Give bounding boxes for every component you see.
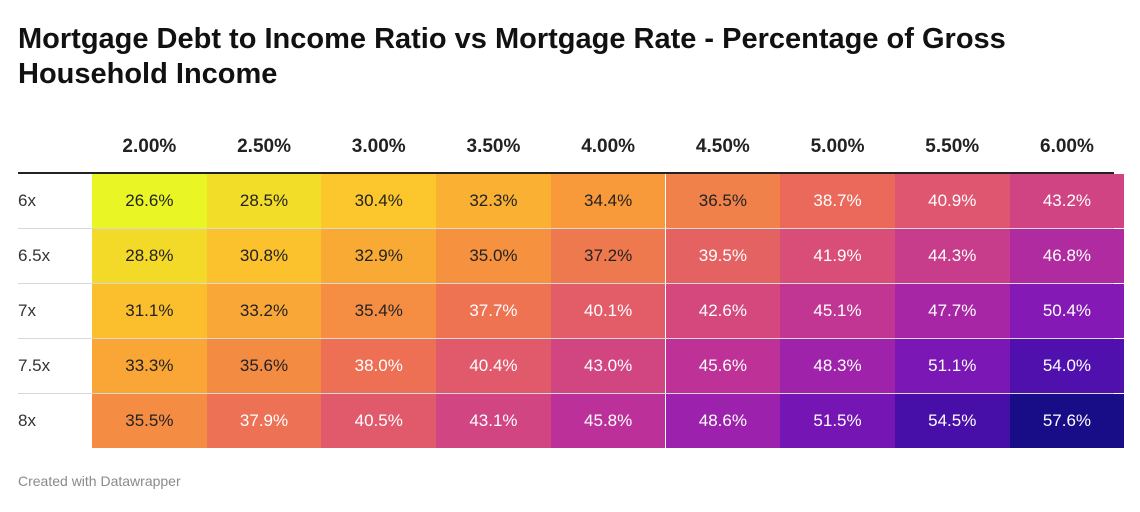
heatmap-cell: 43.2% xyxy=(1009,174,1125,228)
heatmap-cell: 35.4% xyxy=(321,284,437,338)
heatmap-cell: 50.4% xyxy=(1009,284,1125,338)
heatmap-cell: 54.5% xyxy=(894,394,1010,448)
heatmap-cell: 26.6% xyxy=(92,174,207,228)
heatmap-cell: 32.9% xyxy=(321,229,437,283)
table-row: 7.5x 33.3% 35.6% 38.0% 40.4% 43.0% 45.6% 48.3% 5… xyxy=(18,338,1125,393)
column-header: 6.00% xyxy=(1040,136,1094,157)
heatmap-cell: 45.6% xyxy=(665,339,781,393)
heatmap-cell: 40.9% xyxy=(894,174,1010,228)
heatmap-cell: 44.3% xyxy=(894,229,1010,283)
row-label: 7x xyxy=(18,301,36,320)
heatmap-cell: 57.6% xyxy=(1009,394,1125,448)
heatmap-cell: 45.1% xyxy=(780,284,895,338)
heatmap-cell: 40.5% xyxy=(321,394,437,448)
column-header: 5.00% xyxy=(810,136,865,157)
heatmap-cell: 36.5% xyxy=(665,174,781,228)
heatmap-cell: 40.4% xyxy=(436,339,551,393)
heatmap-cell: 28.5% xyxy=(206,174,322,228)
heatmap-cell: 43.0% xyxy=(550,339,666,393)
row-label: 6.5x xyxy=(18,246,51,265)
heatmap-cell: 33.3% xyxy=(92,339,207,393)
heatmap-cell: 34.4% xyxy=(550,174,666,228)
column-header-row: 2.00% 2.50% 3.00% 3.50% 4.00% 4.50% 5.00% 5.50%… xyxy=(18,122,1114,174)
heatmap-cell: 39.5% xyxy=(665,229,781,283)
column-header: 4.50% xyxy=(695,136,750,157)
heatmap-cell: 43.1% xyxy=(436,394,551,448)
heatmap-cell: 33.2% xyxy=(206,284,322,338)
heatmap-cell: 35.0% xyxy=(436,229,551,283)
chart-title: Mortgage Debt to Income Ratio vs Mortgag… xyxy=(18,23,1006,90)
table-row: 7x 31.1% 33.2% 35.4% 37.7% 40.1% 42.6% 45.1% 47.… xyxy=(18,283,1125,338)
heatmap-cell: 28.8% xyxy=(92,229,207,283)
heatmap-cell: 37.9% xyxy=(206,394,322,448)
heatmap-cell: 46.8% xyxy=(1009,229,1125,283)
heatmap-cell: 42.6% xyxy=(665,284,781,338)
row-label: 8x xyxy=(18,411,36,430)
heatmap-cell: 51.5% xyxy=(780,394,895,448)
heatmap-cell: 30.8% xyxy=(206,229,322,283)
column-header: 2.00% xyxy=(122,136,177,157)
heatmap-cell: 51.1% xyxy=(894,339,1010,393)
heatmap-cell: 40.1% xyxy=(550,284,666,338)
row-label: 6x xyxy=(18,191,36,210)
heatmap-table: 2.00% 2.50% 3.00% 3.50% 4.00% 4.50% 5.00% 5.50%… xyxy=(18,122,1125,448)
footer-credit: Created with Datawrapper xyxy=(18,473,181,489)
table-row: 6x 26.6% 28.5% 30.4% 32.3% 34.4% 36.5% 38.7% 40.… xyxy=(18,174,1125,228)
heatmap-cell: 38.0% xyxy=(321,339,437,393)
heatmap-cell: 47.7% xyxy=(894,284,1010,338)
heatmap-cell: 45.8% xyxy=(550,394,666,448)
row-label: 7.5x xyxy=(18,356,51,375)
heatmap-cell: 37.7% xyxy=(436,284,551,338)
table-row: 8x 35.5% 37.9% 40.5% 43.1% 45.8% 48.6% 51.5% 54.… xyxy=(18,393,1125,448)
heatmap-cell: 30.4% xyxy=(321,174,437,228)
column-header: 4.00% xyxy=(581,136,636,157)
column-header: 2.50% xyxy=(237,136,291,157)
heatmap-cell: 35.5% xyxy=(92,394,207,448)
heatmap-cell: 35.6% xyxy=(206,339,322,393)
heatmap-cell: 41.9% xyxy=(780,229,895,283)
heatmap-cell: 54.0% xyxy=(1009,339,1125,393)
heatmap-cell: 38.7% xyxy=(780,174,895,228)
heatmap-cell: 48.6% xyxy=(665,394,781,448)
heatmap-cell: 37.2% xyxy=(550,229,666,283)
column-header: 3.00% xyxy=(351,136,406,157)
heatmap-cell: 31.1% xyxy=(92,284,207,338)
column-header: 3.50% xyxy=(466,136,521,157)
heatmap-body: 6x 26.6% 28.5% 30.4% 32.3% 34.4% 36.5% 38.7% 40.… xyxy=(18,174,1125,448)
heatmap-cell: 32.3% xyxy=(436,174,551,228)
column-header: 5.50% xyxy=(925,136,980,157)
heatmap-cell: 48.3% xyxy=(780,339,895,393)
table-row: 6.5x 28.8% 30.8% 32.9% 35.0% 37.2% 39.5% 41.9% 4… xyxy=(18,228,1125,283)
